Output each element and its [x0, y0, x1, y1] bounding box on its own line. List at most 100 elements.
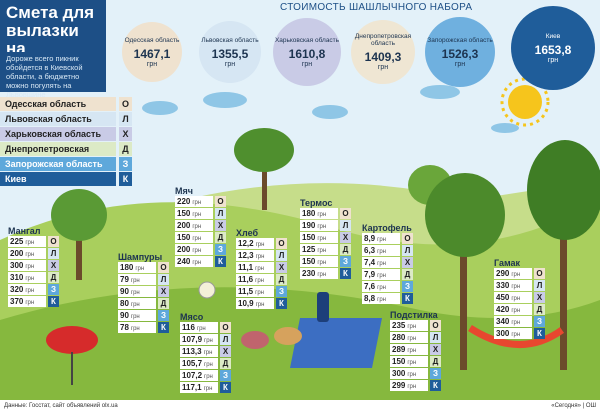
price-unit: грн: [204, 338, 213, 344]
price: 420: [496, 305, 510, 314]
price-row: 180 грн О: [300, 208, 351, 219]
region-code: Х: [48, 260, 59, 271]
price: 450: [496, 293, 510, 302]
price: 90: [120, 311, 129, 320]
bubble-region: Киев: [545, 32, 561, 40]
price-unit: грн: [130, 326, 140, 332]
price-unit: грн: [135, 266, 145, 272]
price-unit: грн: [192, 248, 202, 254]
bubbles-title: СТОИМОСТЬ ШАШЛЫЧНОГО НАБОРА: [280, 2, 473, 13]
region-code: З: [402, 281, 413, 292]
price-unit: грн: [255, 290, 264, 296]
item-title: Мангал: [8, 226, 41, 236]
price: 79: [120, 275, 129, 284]
price-cell: 6,3 грн: [362, 245, 400, 256]
price: 150: [177, 209, 191, 218]
price: 150: [302, 257, 316, 266]
price: 90: [120, 287, 129, 296]
bubble: Запорожская область 1526,3 грн: [425, 17, 495, 87]
legend-name: Львовская область: [0, 112, 116, 126]
bubble-region: Львовская область: [201, 36, 259, 44]
price-cell: 105,7 грн: [180, 358, 218, 369]
bubble-unit: грн: [301, 60, 313, 68]
item-title: Мяч: [175, 186, 193, 196]
price-cell: 289 грн: [390, 344, 428, 355]
price-row: 7,6 грн З: [362, 281, 413, 292]
price: 80: [120, 299, 129, 308]
bubble-value: 1653,8: [534, 42, 572, 57]
price: 190: [302, 221, 316, 230]
region-code: Х: [402, 257, 413, 268]
region-code: Л: [158, 274, 169, 285]
price: 116: [182, 323, 195, 332]
price: 320: [10, 285, 24, 294]
price-cell: 310 грн: [8, 272, 46, 283]
price-row: 180 грн О: [118, 262, 169, 273]
region-code: О: [402, 233, 413, 244]
price: 78: [120, 323, 129, 332]
region-code: О: [340, 208, 351, 219]
subtitle: Дороже всего пикник обойдется в Киевской…: [0, 52, 106, 99]
price: 300: [496, 329, 510, 338]
price-row: 235 грн О: [390, 320, 441, 331]
bubble: Днепропетровская область 1409,3 грн: [351, 20, 415, 84]
price-row: 90 грн З: [118, 310, 169, 321]
price-cell: 180 грн: [118, 262, 156, 273]
price-cell: 80 грн: [118, 298, 156, 309]
item-title: Подстилка: [390, 310, 438, 320]
price-unit: грн: [377, 249, 386, 255]
price: 125: [302, 245, 316, 254]
price-unit: грн: [317, 212, 327, 218]
price-row: 107,2 грн З: [180, 370, 231, 381]
price-row: 7,4 грн Х: [362, 257, 413, 268]
legend-row: Харьковская область Х: [0, 127, 132, 141]
title: Смета для вылазки на природу: [0, 0, 106, 76]
price-row: 200 грн Х: [175, 220, 226, 231]
price-row: 80 грн Д: [118, 298, 169, 309]
price: 12,2: [238, 239, 254, 248]
price-row: 220 грн О: [175, 196, 226, 207]
region-code: Д: [402, 269, 413, 280]
region-code: Х: [430, 344, 441, 355]
region-code: О: [276, 238, 287, 249]
price-row: 6,3 грн Л: [362, 245, 413, 256]
price-cell: 11,6 грн: [236, 274, 274, 285]
price-cell: 116 грн: [180, 322, 218, 333]
price-cell: 11,1 грн: [236, 262, 274, 273]
region-code: К: [276, 298, 287, 309]
clouds: [142, 85, 519, 133]
price: 7,4: [364, 258, 376, 267]
price: 150: [177, 233, 191, 242]
price-cell: 370 грн: [8, 296, 46, 307]
price-row: 450 грн Х: [494, 292, 545, 303]
price: 280: [392, 333, 406, 342]
price-row: 225 грн О: [8, 236, 59, 247]
bread: [274, 327, 302, 345]
price-cell: 450 грн: [494, 292, 532, 303]
legend-row: Киев К: [0, 172, 132, 186]
region-code: Х: [158, 286, 169, 297]
region-code: З: [48, 284, 59, 295]
price-row: 78 грн К: [118, 322, 169, 333]
price-cell: 8,8 грн: [362, 293, 400, 304]
region-code: З: [340, 256, 351, 267]
price: 105,7: [182, 359, 203, 368]
price-cell: 7,4 грн: [362, 257, 400, 268]
region-code: О: [430, 320, 441, 331]
region-code: Д: [48, 272, 59, 283]
price-unit: грн: [407, 336, 417, 342]
price: 180: [302, 209, 316, 218]
price-unit: грн: [377, 261, 386, 267]
region-code: К: [340, 268, 351, 279]
item-title: Картофель: [362, 223, 412, 233]
price-row: 150 грн Д: [175, 232, 226, 243]
price-cell: 11,5 грн: [236, 286, 274, 297]
region-code: К: [220, 382, 231, 393]
region-code: Д: [430, 356, 441, 367]
price-row: 11,1 грн Х: [236, 262, 287, 273]
bubble: Львовская область 1355,5 грн: [199, 21, 261, 83]
region-code: К: [534, 328, 545, 339]
item-group: Хлеб 12,2 грн О 12,3 грн Л 11,1 грн Х 11,6 грн Д 11,5…: [236, 228, 287, 310]
trees: [51, 128, 600, 370]
